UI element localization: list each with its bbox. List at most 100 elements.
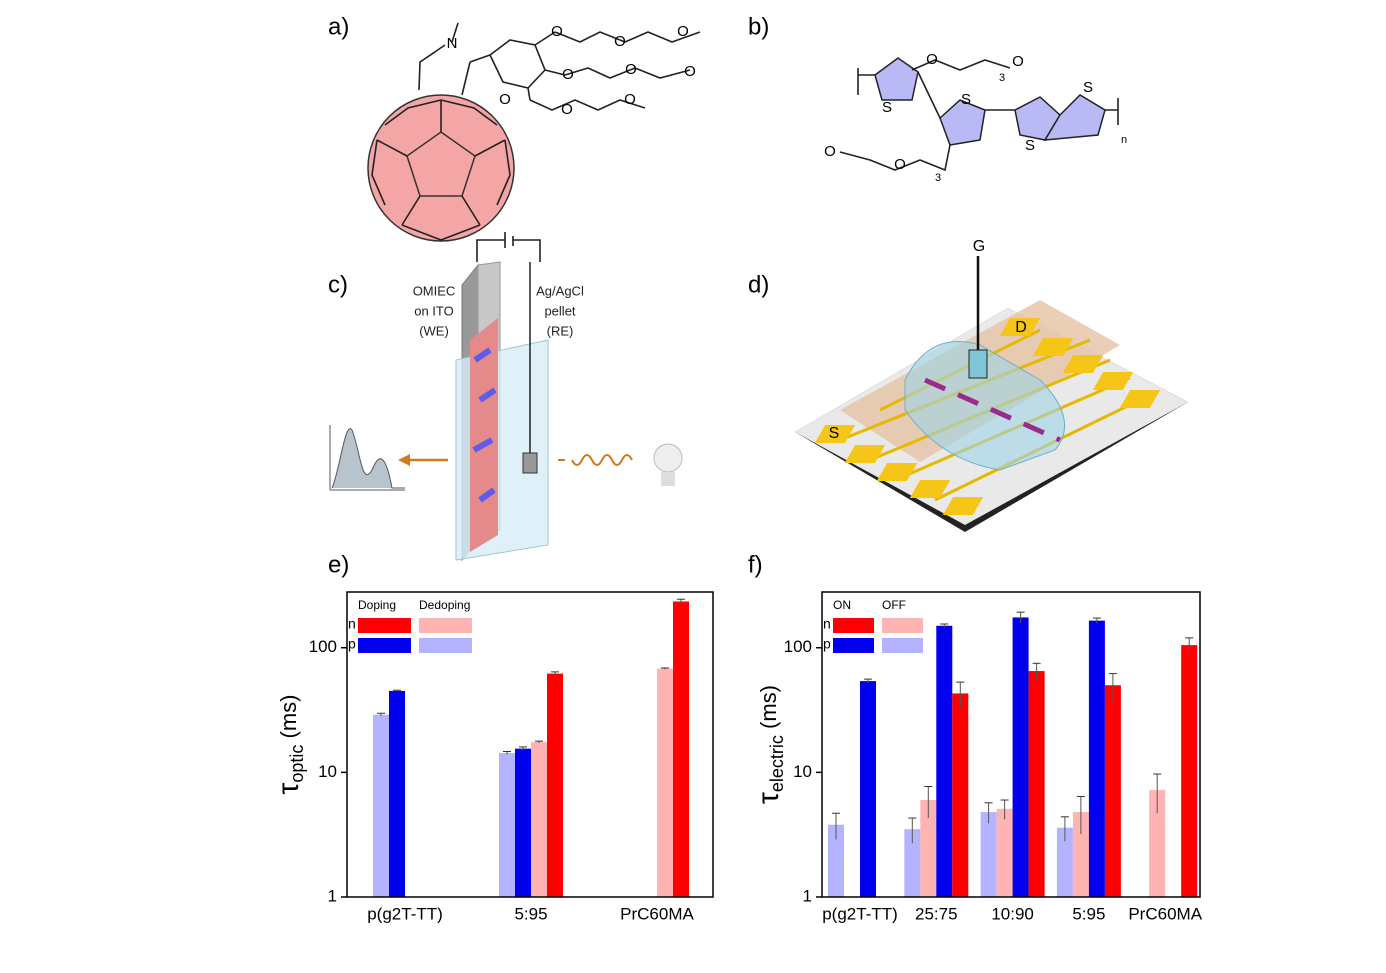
atom: O: [561, 101, 573, 118]
y-axis-label: τelectric (ms): [752, 685, 787, 804]
bar: [515, 748, 531, 897]
y-tick-label: 1: [803, 886, 812, 905]
bar: [1028, 671, 1045, 897]
y-label-sub: optic: [287, 745, 307, 783]
atom: O: [926, 51, 938, 68]
panel-label: e): [328, 551, 349, 578]
legend-row-label: n: [823, 616, 831, 632]
atom: O: [499, 91, 511, 108]
re-label: pellet: [544, 303, 575, 318]
x-tick-label: PrC60MA: [620, 904, 694, 923]
bar: [1056, 827, 1073, 897]
x-tick-label: 10:90: [991, 904, 1034, 923]
subscript: 3: [935, 172, 941, 184]
drain-label: D: [1015, 319, 1027, 336]
bar: [1149, 790, 1166, 897]
atom: O: [562, 66, 574, 83]
legend-swatch: [882, 638, 923, 653]
y-axis-label: τoptic (ms): [272, 695, 307, 795]
legend-swatch: [419, 618, 472, 633]
legend-header: OFF: [882, 598, 906, 612]
atom: O: [684, 63, 696, 80]
atom: O: [624, 91, 636, 108]
device-d: G D S: [795, 238, 1188, 532]
bar: [373, 714, 389, 897]
plot-frame: [821, 591, 1201, 898]
bar: [860, 681, 876, 897]
atom: O: [614, 33, 626, 50]
y-tick-label: 100: [784, 637, 812, 656]
bar: [673, 601, 689, 897]
we-label: OMIEC: [413, 283, 456, 298]
atom: S: [1025, 137, 1035, 154]
bar: [980, 812, 997, 897]
atom: O: [824, 143, 836, 160]
re-label: Ag/AgCl: [536, 283, 584, 298]
y-label-sub: electric: [767, 735, 787, 792]
y-tick-label: 100: [309, 637, 337, 656]
cell-c: OMIEC on ITO (WE) Ag/AgCl pellet (RE): [329, 232, 683, 562]
y-tick-label: 10: [793, 762, 812, 781]
atom: O: [1012, 53, 1024, 70]
y-label-unit: (ms): [276, 695, 301, 745]
legend-row-label: n: [348, 616, 356, 632]
atom: O: [677, 23, 689, 40]
bar: [1181, 645, 1198, 897]
molecule-a: N O O O O O O O O O: [367, 22, 701, 242]
source-label: S: [829, 425, 840, 442]
legend-swatch: [833, 638, 874, 653]
bar: [936, 625, 953, 897]
x-tick-label: 25:75: [915, 904, 958, 923]
legend-header: Dedoping: [419, 598, 470, 612]
bar: [389, 690, 405, 897]
bar: [1012, 617, 1029, 897]
subscript: n: [1121, 134, 1127, 146]
x-tick-label: 5:95: [514, 904, 547, 923]
legend-header: Doping: [358, 598, 396, 612]
legend-header: ON: [833, 598, 851, 612]
bar: [828, 824, 844, 897]
legend-swatch: [358, 638, 411, 653]
atom: S: [961, 91, 971, 108]
legend-swatch: [833, 618, 874, 633]
bar: [996, 808, 1013, 897]
bar: [904, 829, 921, 897]
re-label: (RE): [547, 323, 574, 338]
bar: [1088, 620, 1105, 897]
legend-row-label: p: [348, 636, 356, 652]
y-label-symbol: τ: [272, 782, 305, 794]
bar: [499, 753, 515, 897]
atom: O: [625, 61, 637, 78]
x-tick-label: p(g2T-TT): [367, 904, 443, 923]
legend-row-label: p: [823, 636, 831, 652]
panel-label: c): [328, 271, 348, 298]
atom: S: [882, 99, 892, 116]
gate-label: G: [973, 238, 985, 255]
bar: [952, 693, 969, 897]
legend-swatch: [358, 618, 411, 633]
x-tick-label: 5:95: [1072, 904, 1105, 923]
panel-label: d): [748, 271, 769, 298]
plot-frame: [346, 591, 714, 898]
we-label: (WE): [419, 323, 449, 338]
legend-swatch: [882, 618, 923, 633]
subscript: 3: [999, 72, 1005, 84]
we-label: on ITO: [414, 303, 454, 318]
x-tick-label: p(g2T-TT): [822, 904, 898, 923]
bar: [531, 742, 547, 897]
legend-swatch: [419, 638, 472, 653]
panel-label: f): [748, 551, 763, 578]
bar: [1072, 812, 1089, 897]
bar: [657, 668, 673, 897]
bar: [547, 673, 563, 897]
bar: [920, 800, 937, 897]
molecule-b: S S S S O O O O 3 3 n: [824, 51, 1127, 184]
y-tick-label: 10: [318, 762, 337, 781]
atom: N: [447, 35, 458, 52]
bar: [1104, 685, 1121, 897]
y-label-unit: (ms): [756, 685, 781, 735]
atom: O: [551, 23, 563, 40]
panel-label: a): [328, 13, 349, 40]
y-tick-label: 1: [328, 886, 337, 905]
